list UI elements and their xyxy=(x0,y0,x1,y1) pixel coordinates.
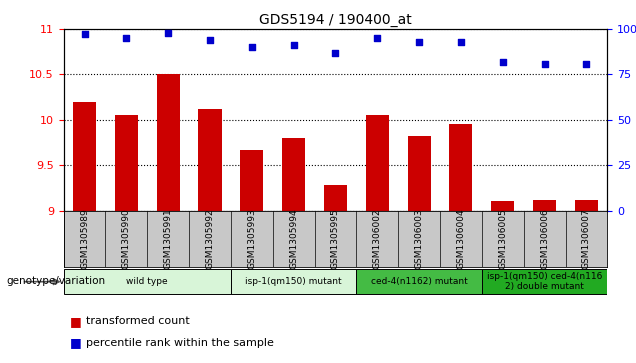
Text: GSM1306002: GSM1306002 xyxy=(373,208,382,269)
Text: GSM1306004: GSM1306004 xyxy=(457,208,466,269)
Bar xyxy=(73,102,96,211)
Text: wild type: wild type xyxy=(127,277,168,286)
Bar xyxy=(450,125,473,211)
FancyBboxPatch shape xyxy=(356,269,482,294)
Text: GSM1305990: GSM1305990 xyxy=(122,208,131,269)
Bar xyxy=(240,150,263,211)
Bar xyxy=(324,185,347,211)
Point xyxy=(498,59,508,65)
Text: GSM1305989: GSM1305989 xyxy=(80,208,89,269)
Bar xyxy=(491,201,515,211)
Text: GSM1305994: GSM1305994 xyxy=(289,208,298,269)
Bar xyxy=(575,200,598,211)
Bar xyxy=(408,136,431,211)
Point xyxy=(372,35,382,41)
Text: transformed count: transformed count xyxy=(86,316,190,326)
Point xyxy=(80,32,90,37)
Text: GSM1305991: GSM1305991 xyxy=(163,208,172,269)
Point xyxy=(539,61,550,66)
Bar xyxy=(366,115,389,211)
Text: GSM1305993: GSM1305993 xyxy=(247,208,256,269)
Point xyxy=(205,37,215,43)
Text: GSM1305992: GSM1305992 xyxy=(205,208,214,269)
Text: GSM1305995: GSM1305995 xyxy=(331,208,340,269)
Text: GSM1306006: GSM1306006 xyxy=(540,208,549,269)
Point xyxy=(163,30,173,36)
Text: percentile rank within the sample: percentile rank within the sample xyxy=(86,338,273,348)
Bar xyxy=(115,115,138,211)
Point xyxy=(247,44,257,50)
Text: ■: ■ xyxy=(70,337,81,350)
Point xyxy=(581,61,591,66)
Bar xyxy=(282,138,305,211)
Text: GSM1306005: GSM1306005 xyxy=(499,208,508,269)
Bar xyxy=(156,74,180,211)
FancyBboxPatch shape xyxy=(231,269,356,294)
Text: GSM1306007: GSM1306007 xyxy=(582,208,591,269)
Text: genotype/variation: genotype/variation xyxy=(6,276,106,286)
Point xyxy=(456,39,466,45)
Text: ced-4(n1162) mutant: ced-4(n1162) mutant xyxy=(371,277,467,286)
Point xyxy=(289,42,299,48)
Bar xyxy=(198,109,221,211)
Point xyxy=(331,50,341,56)
Text: isp-1(qm150) mutant: isp-1(qm150) mutant xyxy=(245,277,342,286)
Bar xyxy=(533,200,556,211)
FancyBboxPatch shape xyxy=(64,269,231,294)
Text: isp-1(qm150) ced-4(n116
2) double mutant: isp-1(qm150) ced-4(n116 2) double mutant xyxy=(487,272,602,291)
Point xyxy=(414,39,424,45)
FancyBboxPatch shape xyxy=(482,269,607,294)
Text: GSM1306003: GSM1306003 xyxy=(415,208,424,269)
Point xyxy=(121,35,132,41)
Text: ■: ■ xyxy=(70,315,81,328)
Title: GDS5194 / 190400_at: GDS5194 / 190400_at xyxy=(259,13,412,26)
